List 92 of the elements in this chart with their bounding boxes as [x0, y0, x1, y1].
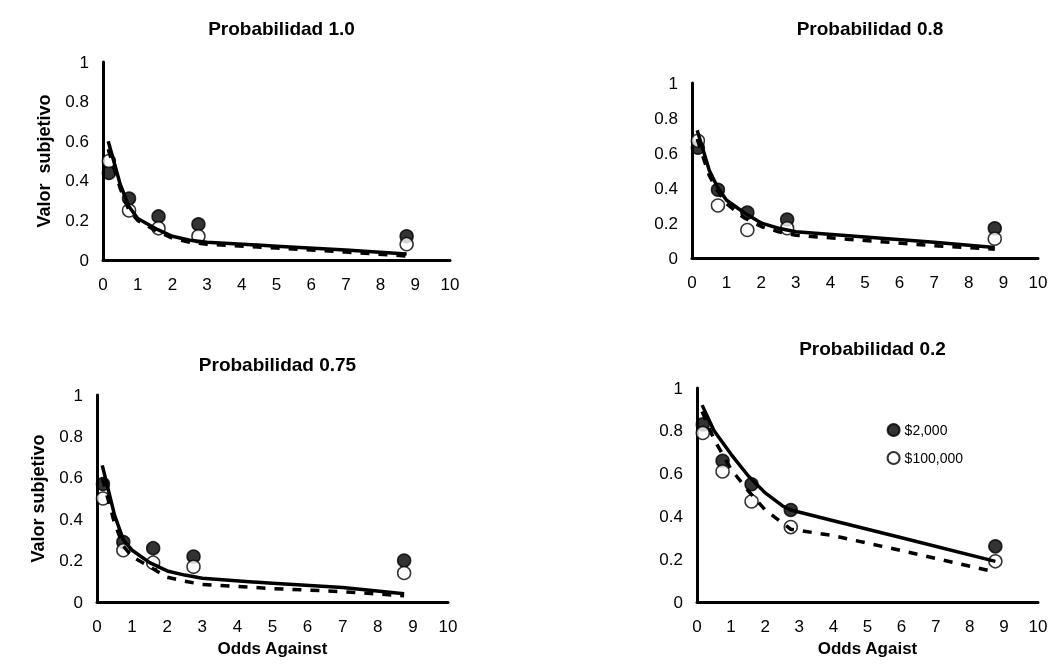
- x-tick-label: 5: [862, 617, 873, 636]
- point: [191, 217, 206, 232]
- y-tick-label: 0.8: [59, 426, 83, 446]
- x-tick-label: 10: [440, 275, 460, 294]
- x-tick-label: 7: [930, 617, 941, 636]
- chart-title: Probabilidad 0.75: [198, 354, 357, 375]
- y-tick-label: 0.6: [59, 468, 83, 488]
- y-tick-label: 0.6: [654, 143, 678, 163]
- x-tick-label: 4: [825, 273, 836, 292]
- point: [396, 553, 412, 568]
- legend-label: $2,000: [904, 422, 948, 438]
- x-tick-label: 3: [197, 617, 208, 636]
- x-tick-label: 0: [692, 617, 702, 636]
- y-tick-label: 0.6: [65, 131, 89, 151]
- x-tick-label: 4: [232, 617, 243, 636]
- point: [151, 209, 166, 224]
- x-tick-label: 5: [271, 275, 282, 294]
- x-tick-label: 7: [929, 273, 939, 292]
- x-tick-label: 7: [337, 617, 348, 636]
- x-tick-label: 5: [267, 617, 278, 636]
- y-tick-label: 0.2: [659, 549, 683, 569]
- x-tick-label: 2: [760, 617, 770, 636]
- y-tick-label: 0.8: [654, 108, 678, 128]
- x-tick-label: 1: [721, 273, 732, 292]
- y-axis-title: Valor subjetivo: [34, 94, 54, 228]
- y-tick-label: 0.4: [65, 171, 89, 191]
- legend-label: $100,000: [904, 450, 964, 466]
- point: [399, 236, 414, 252]
- x-tick-label: 8: [965, 617, 975, 636]
- y-tick-label: 0.8: [65, 92, 89, 112]
- x-tick-label: 6: [896, 617, 907, 636]
- y-tick-label: 0: [73, 592, 83, 612]
- x-tick-label: 3: [791, 273, 801, 292]
- chart-title: Probabilidad 0.2: [799, 338, 946, 359]
- y-tick-label: 1: [79, 52, 89, 72]
- x-tick-label: 0: [92, 617, 102, 636]
- chart-title: Probabilidad 0.8: [796, 18, 944, 39]
- y-tick-label: 0: [668, 248, 678, 268]
- x-tick-label: 8: [375, 275, 386, 294]
- x-tick-label: 8: [964, 273, 974, 292]
- x-tick-label: 5: [860, 273, 870, 292]
- x-tick-label: 9: [410, 275, 421, 294]
- y-tick-label: 0.2: [59, 551, 83, 571]
- point: [710, 198, 726, 213]
- x-tick-label: 1: [127, 617, 137, 636]
- chart-title: Probabilidad 1.0: [208, 18, 355, 39]
- y-tick-label: 0.6: [659, 464, 683, 484]
- x-tick-label: 3: [202, 275, 212, 294]
- y-tick-label: 0.4: [59, 509, 83, 529]
- x-tick-label: 6: [894, 273, 905, 292]
- x-axis-title: Odds Against: [217, 639, 328, 658]
- x-tick-label: 9: [998, 273, 1009, 292]
- x-tick-label: 3: [794, 617, 805, 636]
- y-tick-label: 0: [673, 592, 683, 612]
- point: [744, 494, 759, 509]
- point: [715, 464, 730, 479]
- x-tick-label: 10: [1028, 273, 1048, 292]
- y-tick-label: 0.2: [65, 210, 89, 230]
- x-tick-label: 1: [132, 275, 143, 294]
- x-tick-label: 0: [98, 275, 108, 294]
- point: [145, 540, 161, 556]
- x-tick-label: 0: [687, 273, 697, 292]
- y-tick-label: 1: [673, 378, 683, 398]
- y-tick-label: 0.2: [654, 213, 678, 233]
- y-axis-title: Valor subjetivo: [28, 434, 48, 563]
- y-tick-label: 0.8: [659, 421, 683, 441]
- point: [740, 222, 755, 238]
- x-tick-label: 4: [828, 617, 839, 636]
- x-tick-label: 6: [302, 617, 313, 636]
- point: [695, 425, 711, 441]
- point: [987, 231, 1002, 246]
- x-tick-label: 8: [373, 617, 383, 636]
- y-tick-label: 1: [73, 385, 83, 405]
- x-axis-title: Odds Agaist: [817, 639, 918, 658]
- point: [988, 539, 1003, 554]
- x-tick-label: 9: [408, 617, 418, 636]
- x-tick-label: 7: [341, 275, 351, 294]
- y-tick-label: 0.4: [659, 506, 683, 526]
- x-tick-label: 4: [237, 275, 247, 294]
- x-tick-label: 2: [167, 275, 178, 294]
- y-tick-label: 1: [668, 73, 678, 93]
- x-tick-label: 10: [1028, 617, 1048, 636]
- x-tick-label: 10: [438, 617, 458, 636]
- point: [186, 559, 201, 575]
- x-tick-label: 9: [999, 617, 1009, 636]
- x-tick-label: 1: [726, 617, 736, 636]
- point: [396, 565, 412, 581]
- x-tick-label: 2: [162, 617, 172, 636]
- x-tick-label: 2: [756, 273, 766, 292]
- y-tick-label: 0.4: [654, 178, 678, 198]
- y-tick-label: 0: [79, 250, 89, 270]
- x-tick-label: 6: [306, 275, 316, 294]
